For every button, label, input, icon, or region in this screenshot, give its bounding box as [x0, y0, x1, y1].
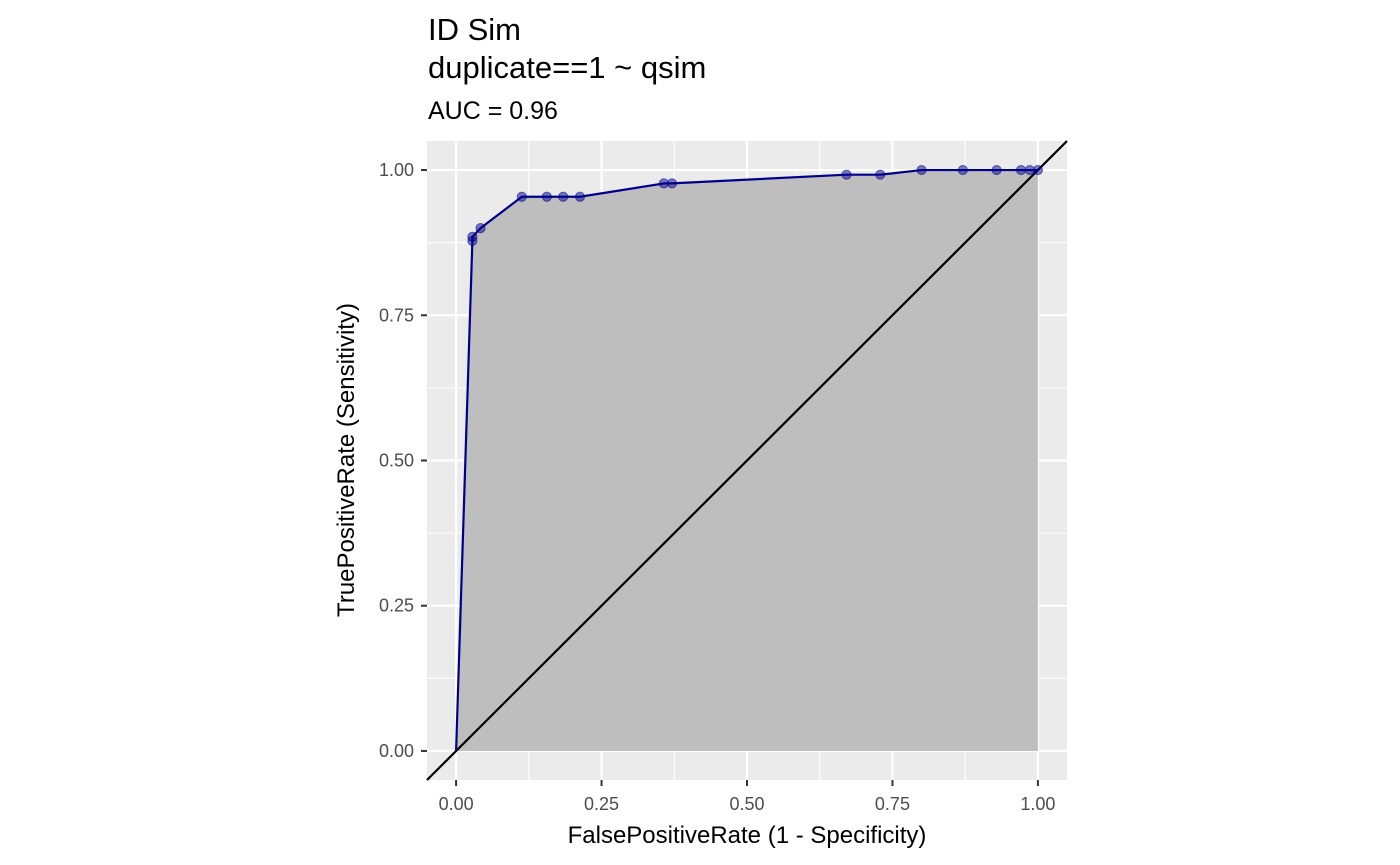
y-axis-title: TruePositiveRate (Sensitivity) — [333, 303, 360, 617]
reference-line-layer — [426, 140, 1068, 781]
roc-point — [841, 169, 852, 180]
roc-point — [558, 191, 569, 202]
x-tick-label: 1.00 — [1020, 794, 1055, 814]
roc-point — [541, 191, 552, 202]
y-tick-label: 0.75 — [379, 305, 414, 325]
roc-point — [666, 178, 678, 189]
roc-point — [957, 164, 968, 176]
x-tick-label: 0.75 — [875, 794, 910, 814]
y-axis-ticks: 0.00 0.25 0.50 0.75 1.00 — [379, 160, 427, 761]
roc-point — [516, 191, 527, 202]
roc-point — [991, 164, 1002, 176]
chart-subtitle: AUC = 0.96 — [428, 97, 558, 125]
roc-point — [574, 191, 586, 202]
y-tick-label: 1.00 — [379, 160, 414, 180]
chart-title-formula: duplicate==1 ~ qsim — [428, 50, 706, 85]
roc-point — [467, 231, 478, 242]
roc-point — [916, 164, 927, 176]
roc-point — [875, 169, 886, 180]
roc-point — [475, 223, 486, 234]
y-tick-label: 0.00 — [379, 741, 414, 761]
y-tick-label: 0.25 — [379, 596, 414, 616]
roc-point — [1015, 164, 1027, 176]
x-tick-label: 0.50 — [729, 794, 764, 814]
y-tick-label: 0.50 — [379, 451, 414, 471]
x-tick-label: 0.00 — [439, 794, 474, 814]
chart-title: ID Sim — [428, 12, 521, 47]
roc-points-layer — [467, 164, 1044, 247]
roc-point — [1032, 164, 1044, 176]
x-tick-label: 0.25 — [584, 794, 619, 814]
reference-diagonal-line — [426, 140, 1068, 781]
x-axis-ticks: 0.00 0.25 0.50 0.75 1.00 — [439, 780, 1055, 814]
x-axis-title: FalsePositiveRate (1 - Specificity) — [568, 822, 927, 849]
